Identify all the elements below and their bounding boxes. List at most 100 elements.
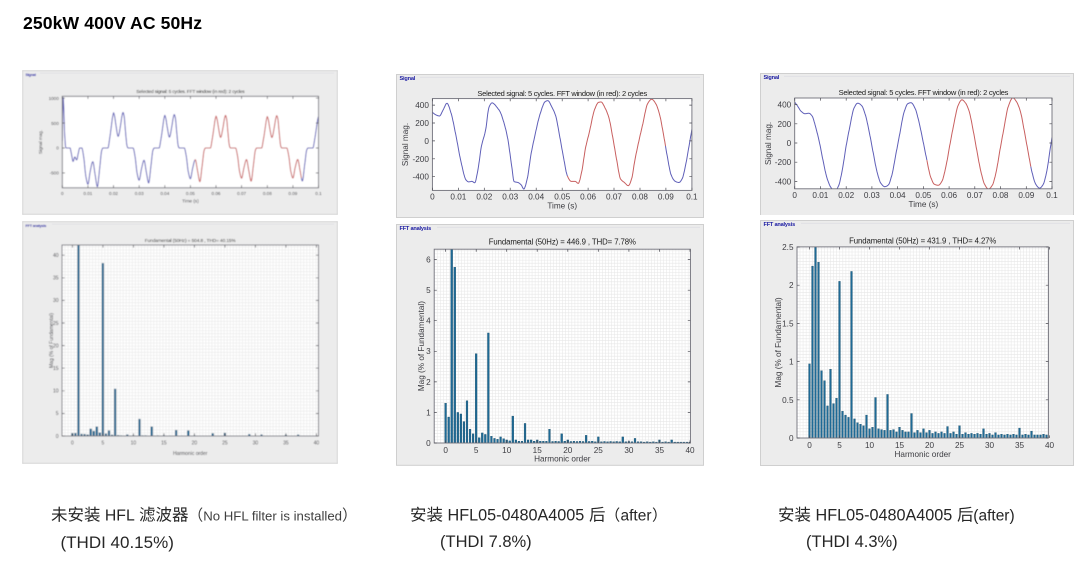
- svg-text:-200: -200: [775, 158, 792, 167]
- svg-text:2.5: 2.5: [782, 243, 794, 252]
- svg-text:0.09: 0.09: [658, 193, 674, 202]
- svg-text:0.02: 0.02: [476, 193, 492, 202]
- svg-text:200: 200: [778, 120, 792, 129]
- svg-text:Mag (% of Fundamental): Mag (% of Fundamental): [49, 313, 55, 368]
- svg-text:35: 35: [1015, 441, 1025, 450]
- svg-text:20: 20: [563, 446, 573, 455]
- svg-text:10: 10: [865, 441, 875, 450]
- svg-text:0.08: 0.08: [263, 191, 272, 196]
- svg-text:Fundamental (50Hz) = 446.9 , T: Fundamental (50Hz) = 446.9 , THD= 7.78%: [489, 237, 636, 246]
- svg-text:Signal mag.: Signal mag.: [38, 130, 43, 154]
- svg-text:0.08: 0.08: [632, 193, 648, 202]
- svg-text:3: 3: [426, 347, 431, 356]
- svg-text:20: 20: [53, 343, 59, 349]
- svg-text:25: 25: [594, 446, 604, 455]
- svg-text:15: 15: [161, 440, 167, 446]
- svg-text:400: 400: [778, 101, 792, 110]
- svg-text:-500: -500: [50, 171, 60, 176]
- svg-text:4: 4: [426, 316, 431, 325]
- svg-text:0.05: 0.05: [186, 191, 195, 196]
- svg-text:0.05: 0.05: [915, 191, 931, 200]
- svg-text:0.03: 0.03: [502, 193, 518, 202]
- svg-text:Mag (% of Fundamental): Mag (% of Fundamental): [774, 297, 783, 387]
- svg-text:0.09: 0.09: [288, 191, 297, 196]
- svg-text:5: 5: [837, 441, 842, 450]
- svg-text:2: 2: [426, 378, 431, 387]
- svg-text:FFT analysis: FFT analysis: [764, 221, 796, 227]
- svg-text:0: 0: [424, 137, 429, 146]
- svg-text:30: 30: [53, 298, 59, 304]
- svg-text:Time (s): Time (s): [182, 199, 199, 204]
- svg-text:5: 5: [474, 446, 479, 455]
- svg-text:40: 40: [685, 446, 695, 455]
- svg-text:Selected signal: 5 cycles. FFT: Selected signal: 5 cycles. FFT window (i…: [477, 89, 647, 98]
- svg-text:-200: -200: [413, 155, 430, 164]
- svg-text:1: 1: [789, 357, 794, 366]
- svg-text:0.1: 0.1: [686, 193, 698, 202]
- svg-text:5: 5: [56, 411, 59, 417]
- svg-text:0.1: 0.1: [315, 191, 322, 196]
- svg-text:40: 40: [53, 253, 59, 259]
- svg-text:0.05: 0.05: [554, 193, 570, 202]
- svg-text:25: 25: [53, 321, 59, 327]
- svg-text:0.01: 0.01: [83, 191, 92, 196]
- svg-text:Signal: Signal: [26, 73, 36, 77]
- svg-text:1.5: 1.5: [782, 319, 794, 328]
- svg-text:10: 10: [502, 446, 512, 455]
- svg-text:6: 6: [426, 255, 431, 264]
- svg-text:40: 40: [1045, 441, 1055, 450]
- svg-text:Fundamental (50Hz) = 504.8 , T: Fundamental (50Hz) = 504.8 , THD= 40.15%: [145, 238, 236, 243]
- svg-text:Fundamental (50Hz) = 431.9 , T: Fundamental (50Hz) = 431.9 , THD= 4.27%: [849, 236, 996, 245]
- svg-text:40: 40: [314, 440, 320, 446]
- svg-text:0.04: 0.04: [160, 191, 169, 196]
- svg-text:15: 15: [53, 366, 59, 372]
- svg-text:Harmonic order: Harmonic order: [173, 451, 208, 457]
- svg-text:10: 10: [53, 389, 59, 395]
- svg-text:Selected signal: 5 cycles. FFT: Selected signal: 5 cycles. FFT window (i…: [136, 89, 245, 95]
- svg-text:0.09: 0.09: [1018, 191, 1034, 200]
- svg-text:0.01: 0.01: [812, 191, 828, 200]
- svg-text:0.06: 0.06: [212, 191, 221, 196]
- svg-text:0: 0: [789, 434, 794, 443]
- svg-text:30: 30: [253, 440, 259, 446]
- svg-text:0: 0: [430, 193, 435, 202]
- svg-text:-400: -400: [775, 177, 792, 186]
- svg-text:200: 200: [415, 119, 429, 128]
- svg-text:-400: -400: [413, 173, 430, 182]
- svg-text:Selected signal: 5 cycles. FFT: Selected signal: 5 cycles. FFT window (i…: [839, 88, 1009, 97]
- svg-text:15: 15: [895, 441, 905, 450]
- svg-text:5: 5: [426, 286, 431, 295]
- svg-text:Mag (% of Fundamental): Mag (% of Fundamental): [417, 301, 426, 391]
- svg-text:0.02: 0.02: [109, 191, 118, 196]
- svg-text:0.04: 0.04: [528, 193, 544, 202]
- svg-text:Signal mag.: Signal mag.: [401, 123, 410, 166]
- svg-text:35: 35: [655, 446, 665, 455]
- svg-text:0.01: 0.01: [450, 193, 466, 202]
- svg-text:10: 10: [131, 440, 137, 446]
- svg-text:0: 0: [61, 191, 64, 196]
- svg-text:Harmonic order: Harmonic order: [894, 449, 951, 458]
- svg-text:0: 0: [443, 446, 448, 455]
- svg-text:35: 35: [53, 276, 59, 282]
- svg-text:15: 15: [533, 446, 543, 455]
- svg-text:0.04: 0.04: [890, 191, 906, 200]
- svg-text:20: 20: [925, 441, 935, 450]
- svg-text:1000: 1000: [49, 96, 60, 101]
- svg-text:30: 30: [985, 441, 995, 450]
- svg-text:Harmonic order: Harmonic order: [534, 454, 591, 463]
- svg-text:0.06: 0.06: [941, 191, 957, 200]
- svg-text:Time (s): Time (s): [909, 200, 939, 209]
- svg-text:0.1: 0.1: [1046, 191, 1058, 200]
- svg-text:0: 0: [792, 191, 797, 200]
- svg-text:0.07: 0.07: [237, 191, 246, 196]
- svg-text:2: 2: [789, 281, 794, 290]
- svg-text:30: 30: [624, 446, 634, 455]
- svg-text:25: 25: [955, 441, 965, 450]
- svg-text:FFT analysis: FFT analysis: [26, 224, 47, 228]
- svg-text:400: 400: [415, 101, 429, 110]
- svg-text:0.07: 0.07: [967, 191, 983, 200]
- svg-text:0: 0: [71, 440, 74, 446]
- svg-text:Signal: Signal: [400, 76, 416, 82]
- svg-text:0: 0: [807, 441, 812, 450]
- svg-text:0: 0: [426, 439, 431, 448]
